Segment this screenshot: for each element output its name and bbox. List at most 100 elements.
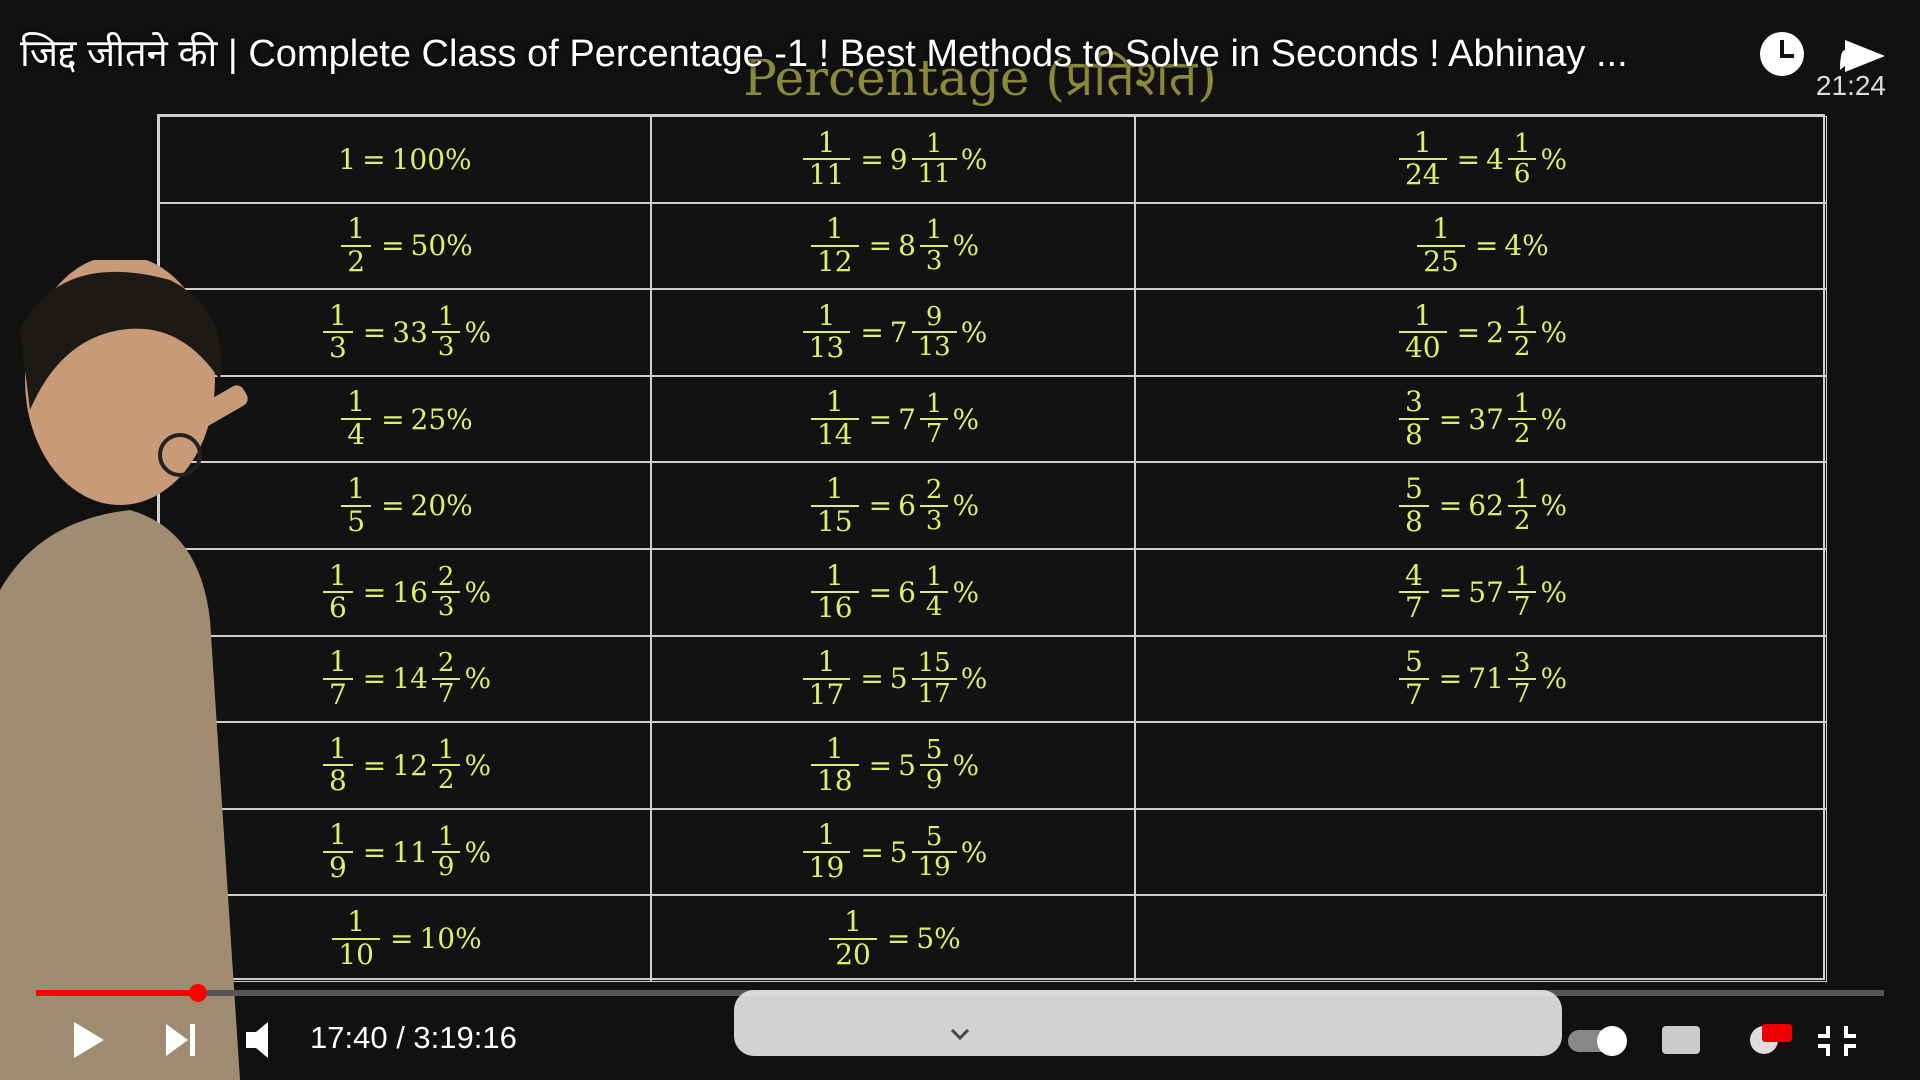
board-heading: Percentage (प्रतिशत) <box>743 49 1217 107</box>
table-cell: 1 10 = 10% <box>159 895 651 982</box>
whole: 6 <box>898 489 916 523</box>
percent: % <box>1540 489 1568 523</box>
denominator: 7 <box>919 418 949 449</box>
table-cell: 4 7 = 57 1 7% <box>1135 549 1827 636</box>
fraction: 1 20 <box>829 906 877 971</box>
denominator: 16 <box>810 591 859 624</box>
denominator: 8 <box>1398 418 1429 451</box>
equals: = <box>362 575 387 609</box>
table-cell: 1 20 = 5% <box>651 895 1135 982</box>
percent: % <box>960 835 988 869</box>
autoplay-toggle[interactable] <box>1568 1030 1624 1052</box>
settings-button[interactable] <box>1750 1026 1778 1054</box>
numerator: 1 <box>1513 388 1531 419</box>
numerator: 1 <box>347 385 366 419</box>
whole: 8 <box>898 229 916 263</box>
rhs: 100% <box>391 142 472 176</box>
percent: % <box>952 575 980 609</box>
equals: = <box>868 402 893 436</box>
table-cell: 1 12 = 8 1 3% <box>651 202 1135 290</box>
whole: 62 <box>1468 489 1504 523</box>
numerator: 9 <box>925 301 943 332</box>
denominator: 3 <box>919 244 949 276</box>
equals: = <box>389 922 414 956</box>
rhs: 10% <box>419 922 482 956</box>
rhs: 25% <box>410 402 473 436</box>
whole: 14 <box>392 662 428 696</box>
whole: 2 <box>1486 315 1504 349</box>
numerator: 15 <box>917 648 951 679</box>
denominator: 40 <box>1398 331 1447 364</box>
fraction: 1 18 <box>810 733 859 798</box>
denominator: 17 <box>802 677 851 711</box>
table-cell: 1 7 = 14 2 7% <box>159 635 651 723</box>
table-cell: 5 8 = 62 1 2% <box>1135 462 1827 549</box>
equals: = <box>381 489 405 523</box>
numerator: 4 <box>1404 558 1423 592</box>
percent: % <box>464 835 492 869</box>
fraction: 1 16 <box>810 560 859 625</box>
denominator: 2 <box>1507 331 1537 362</box>
equals: = <box>886 922 911 956</box>
fraction: 1 40 <box>1398 300 1447 365</box>
numerator: 1 <box>817 818 836 852</box>
chapter-bar[interactable] <box>734 990 1562 1056</box>
denominator: 10 <box>332 937 380 971</box>
denominator: 25 <box>1417 244 1465 278</box>
table-cell: 1 11 = 9 1 11% <box>651 116 1135 203</box>
equals: = <box>868 575 893 609</box>
denominator: 15 <box>810 504 859 538</box>
numerator: 2 <box>437 561 455 592</box>
equals: = <box>381 229 405 263</box>
board-table: 1 = 100% 1 11 = 9 1 11% 1 24 = 4 1 6% 1 2 = 50% 1 12 = 8 1 3% 1 25… <box>157 114 1827 982</box>
table-cell: 1 24 = 4 1 6% <box>1135 116 1827 203</box>
numerator: 1 <box>817 298 836 332</box>
numerator: 1 <box>925 215 943 246</box>
denominator: 3 <box>322 331 353 364</box>
denominator: 19 <box>802 851 851 884</box>
whole: 33 <box>392 315 428 349</box>
numerator: 1 <box>1513 561 1531 592</box>
equals: = <box>1438 489 1463 523</box>
progress-track[interactable] <box>36 990 1884 996</box>
rhs: 50% <box>410 229 473 263</box>
duration-badge: 21:24 <box>1815 70 1886 101</box>
video-title[interactable]: जिद्द जीतने की | Complete Class of Perce… <box>20 33 1628 75</box>
equals: = <box>1438 575 1463 609</box>
captions-button[interactable] <box>1662 1026 1700 1054</box>
numerator: 1 <box>1513 475 1531 506</box>
table-cell: 1 8 = 12 1 2% <box>159 722 651 809</box>
numerator: 5 <box>1404 645 1423 679</box>
fraction: 1 13 <box>802 298 851 365</box>
denominator: 11 <box>911 158 957 189</box>
table-cell: 1 25 = 4% <box>1135 202 1827 290</box>
whole: 37 <box>1468 402 1504 436</box>
table-cell: 1 9 = 11 1 9% <box>159 808 651 896</box>
denominator: 7 <box>322 677 353 711</box>
whole: 5 <box>898 748 916 782</box>
denominator: 14 <box>810 418 859 451</box>
percent: % <box>1540 662 1568 696</box>
numerator: 1 <box>328 298 347 332</box>
rhs: 5% <box>916 922 961 956</box>
percent: % <box>960 662 988 696</box>
equals: = <box>860 315 884 349</box>
fraction: 1 12 <box>810 213 859 278</box>
table-cell: 1 5 = 20% <box>159 462 651 549</box>
fullscreen-button[interactable] <box>1818 1026 1856 1056</box>
denominator: 17 <box>911 677 957 709</box>
